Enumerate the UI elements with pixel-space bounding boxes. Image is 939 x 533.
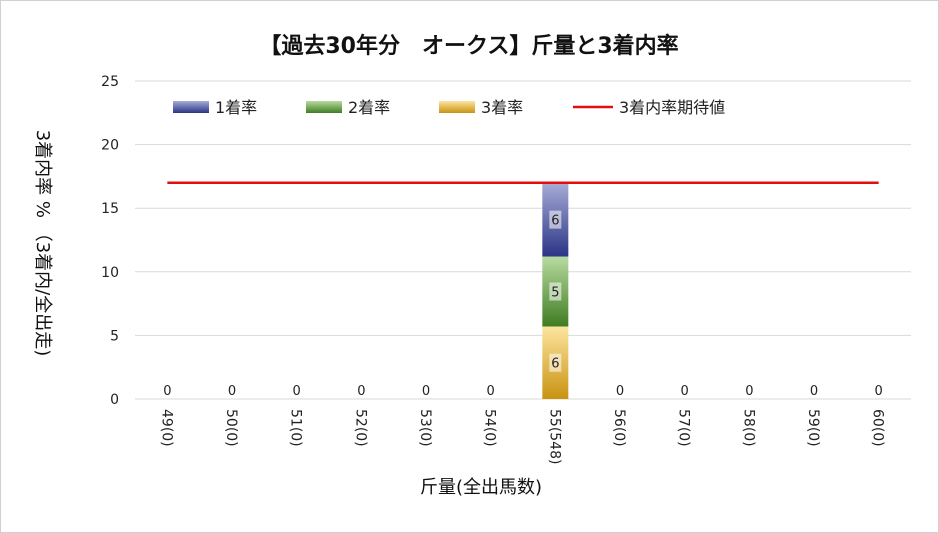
legend-swatch <box>439 101 475 113</box>
x-tick-label: 53(0) <box>417 409 433 447</box>
chart-title: 【過去30年分 オークス】斤量と3着内率 <box>259 33 678 59</box>
data-label: 0 <box>357 384 365 399</box>
x-tick-label: 54(0) <box>482 409 498 447</box>
x-tick-label: 56(0) <box>611 409 627 447</box>
x-tick-label: 50(0) <box>223 409 239 447</box>
data-label: 0 <box>681 384 689 399</box>
x-axis-title: 斤量(全出馬数) <box>420 477 542 498</box>
data-label-bg <box>549 282 562 301</box>
data-label: 0 <box>810 384 818 399</box>
y-tick-label: 25 <box>101 74 119 90</box>
data-label: 6 <box>551 357 559 372</box>
legend-label: 3着内率期待値 <box>619 98 725 117</box>
x-tick-label: 55(548) <box>546 409 562 464</box>
legend-swatch <box>173 101 209 113</box>
y-tick-label: 5 <box>110 328 119 344</box>
data-label: 0 <box>487 384 495 399</box>
legend-label: 3着率 <box>481 98 523 117</box>
x-tick-label: 58(0) <box>740 409 756 447</box>
data-label: 0 <box>422 384 430 399</box>
x-tick-label: 52(0) <box>352 409 368 447</box>
y-tick-label: 15 <box>101 201 119 217</box>
legend-swatch <box>306 101 342 113</box>
x-tick-label: 59(0) <box>805 409 821 447</box>
x-tick-label: 60(0) <box>870 409 886 447</box>
legend-label: 1着率 <box>215 98 257 117</box>
data-label: 0 <box>745 384 753 399</box>
y-tick-label: 0 <box>110 392 119 408</box>
x-tick-label: 57(0) <box>676 409 692 447</box>
x-axis-ticks: 49(0) 50(0) 51(0) 52(0) 53(0) 54(0) 55(548) 56(… <box>158 409 885 464</box>
legend: 1着率 2着率 3着率 3着内率期待値 <box>173 98 725 117</box>
y-tick-label: 10 <box>101 265 119 281</box>
data-label: 5 <box>551 286 559 301</box>
data-label: 0 <box>228 384 236 399</box>
gridlines <box>135 80 911 400</box>
data-label: 0 <box>616 384 624 399</box>
y-tick-label: 20 <box>101 138 119 154</box>
bars: 0 0 0 0 0 0 6 5 6 0 0 0 0 0 <box>163 182 883 399</box>
data-label: 0 <box>875 384 883 399</box>
legend-label: 2着率 <box>348 98 390 117</box>
x-tick-label: 49(0) <box>158 409 174 447</box>
x-tick-label: 51(0) <box>288 409 304 447</box>
data-label: 0 <box>163 384 171 399</box>
y-axis-ticks: 0 5 10 15 20 25 <box>101 74 119 408</box>
data-label-bg <box>549 353 562 372</box>
data-label-bg <box>549 210 562 229</box>
data-label: 6 <box>551 214 559 229</box>
data-label: 0 <box>293 384 301 399</box>
y-axis-title: 3着内率 % （3着内/全出走) <box>32 130 53 357</box>
